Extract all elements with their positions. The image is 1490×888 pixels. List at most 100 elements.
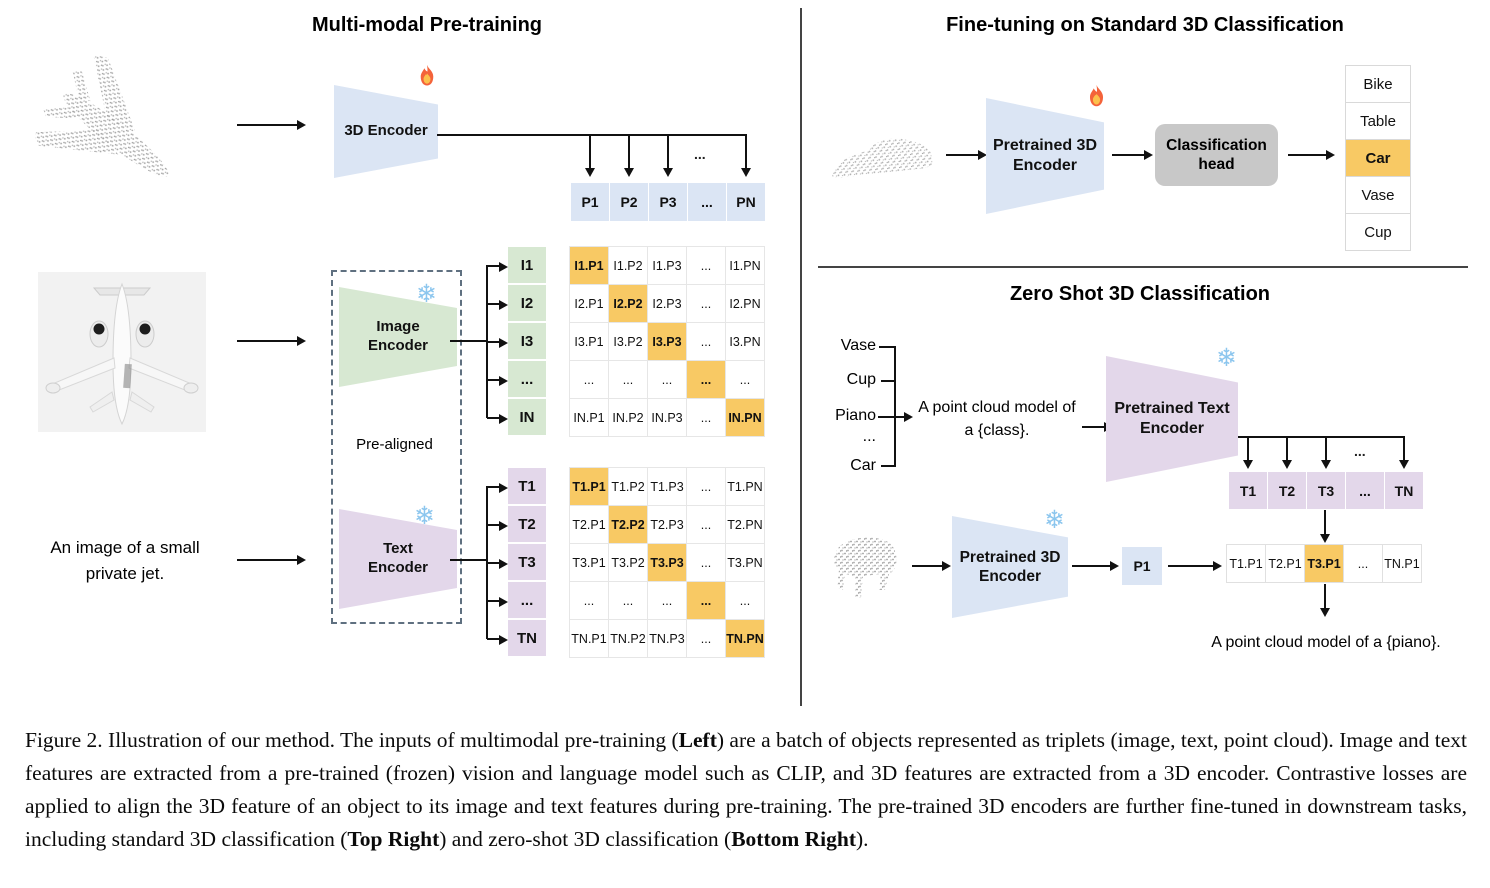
snowflake-icon: ❄ (416, 280, 437, 308)
horizontal-panel-divider (818, 266, 1468, 268)
arrow-encoder-to-head (1112, 154, 1144, 156)
t-cell: ... (1346, 472, 1384, 509)
p-cell: P2 (610, 183, 648, 221)
matrix-cell: ... (686, 619, 726, 658)
t-drop-line (1403, 436, 1405, 460)
p-drop-line (589, 134, 591, 168)
matrix-cell: T3.P2 (608, 543, 648, 582)
arrowhead (499, 597, 508, 607)
pre-aligned-label: Pre-aligned (356, 436, 433, 453)
jet-photo (38, 272, 206, 432)
text-similarity-matrix: T1.P1 T1.P2 T1.P3... T1.PN T2.P1 T2.P2 T2.P3..… (569, 467, 765, 658)
matrix-cell: IN.P1 (569, 398, 609, 437)
matrix-cell: I3.P1 (569, 322, 609, 361)
image-feature-cell: I1 (508, 247, 546, 283)
matrix-cell: IN.PN (725, 398, 765, 437)
zeroshot-pretrained-text-encoder: Pretrained Text Encoder (1106, 356, 1238, 482)
arrowhead (1326, 150, 1335, 160)
arrowhead (741, 168, 751, 177)
matrix-cell: ... (686, 322, 726, 361)
arrowhead (1110, 561, 1119, 571)
matrix-cell: I3.P3 (647, 322, 687, 361)
spine-branch (487, 638, 501, 640)
arrowhead (663, 168, 673, 177)
bracket-tick (881, 380, 895, 382)
image-spine-stub (450, 340, 487, 342)
matrix-cell: T2.PN (725, 505, 765, 544)
sim-cell: ... (1343, 544, 1383, 583)
ellipsis: ... (694, 146, 706, 162)
arrow-image-to-image-encoder (237, 340, 297, 342)
matrix-cell: ... (647, 581, 687, 620)
matrix-cell: I3.PN (725, 322, 765, 361)
spine-branch (487, 341, 501, 343)
text-feature-cell: TN (508, 620, 546, 656)
arrowhead (1320, 534, 1330, 543)
zeroshot-result-text: A point cloud model of a {piano}. (1211, 634, 1441, 651)
matrix-cell: TN.PN (725, 619, 765, 658)
arrowhead (297, 336, 306, 346)
p-cell: ... (688, 183, 726, 221)
zs-text-feature-row: T1 T2 T3... TN (1229, 472, 1423, 509)
matrix-cell: TN.P3 (647, 619, 687, 658)
matrix-cell: I2.P2 (608, 284, 648, 323)
arrow-text-to-text-encoder (237, 559, 297, 561)
matrix-cell: TN.P2 (608, 619, 648, 658)
arrow-sim-to-result (1324, 584, 1326, 608)
p-cell: P1 (571, 183, 609, 221)
classification-head: Classification head (1155, 124, 1278, 186)
arrow-p1-to-sim (1168, 565, 1213, 567)
spine-branch (487, 600, 501, 602)
text-feature-cell: ... (508, 582, 546, 618)
matrix-cell: T2.P3 (647, 505, 687, 544)
arrowhead (499, 300, 508, 310)
arrowhead (624, 168, 634, 177)
matrix-cell: ... (725, 581, 765, 620)
arrowhead (499, 483, 508, 493)
matrix-cell: I1.P2 (608, 246, 648, 285)
sim-cell: TN.P1 (1382, 544, 1422, 583)
matrix-cell: T3.PN (725, 543, 765, 582)
arrowhead (942, 561, 951, 571)
spine-branch (487, 417, 501, 419)
matrix-cell: T1.PN (725, 467, 765, 506)
bracket-tick (879, 346, 895, 348)
matrix-cell: ... (686, 284, 726, 323)
p-drop-line (667, 134, 669, 168)
flame-icon (1089, 84, 1104, 107)
arrow-prompt-to-text-encoder (1082, 426, 1104, 428)
arrowhead (978, 150, 987, 160)
p-drop-line (628, 134, 630, 168)
matrix-cell: ... (686, 467, 726, 506)
text-feature-column: T1 T2 T3... TN (508, 468, 546, 656)
matrix-cell: IN.P3 (647, 398, 687, 437)
vertical-panel-divider (800, 8, 802, 706)
matrix-cell: T2.P2 (608, 505, 648, 544)
snowflake-icon: ❄ (1044, 506, 1065, 534)
matrix-cell: ... (608, 581, 648, 620)
matrix-cell: ... (686, 246, 726, 285)
matrix-cell: T3.P3 (647, 543, 687, 582)
zs-class-label: ... (862, 428, 876, 445)
flame-icon (420, 64, 434, 86)
matrix-cell: ... (608, 360, 648, 399)
arrow-piano-to-encoder (912, 565, 942, 567)
matrix-cell: T3.P1 (569, 543, 609, 582)
arrowhead (1399, 460, 1409, 469)
p1-feature-cell: P1 (1122, 547, 1162, 585)
t-cell: TN (1385, 472, 1423, 509)
arrowhead (499, 521, 508, 531)
text-input-sample: An image of a small private jet. (50, 538, 200, 583)
arrow-head-to-classes (1288, 154, 1326, 156)
arrowhead (904, 412, 913, 422)
spine-branch (487, 524, 501, 526)
matrix-cell: TN.P1 (569, 619, 609, 658)
finetune-panel-title: Fine-tuning on Standard 3D Classificatio… (946, 14, 1344, 36)
arrowhead (499, 414, 508, 424)
class-item: Vase (1345, 176, 1411, 214)
snowflake-icon: ❄ (414, 502, 435, 530)
t-cell: T2 (1268, 472, 1306, 509)
matrix-cell: T1.P3 (647, 467, 687, 506)
class-item: Car (1345, 139, 1411, 177)
